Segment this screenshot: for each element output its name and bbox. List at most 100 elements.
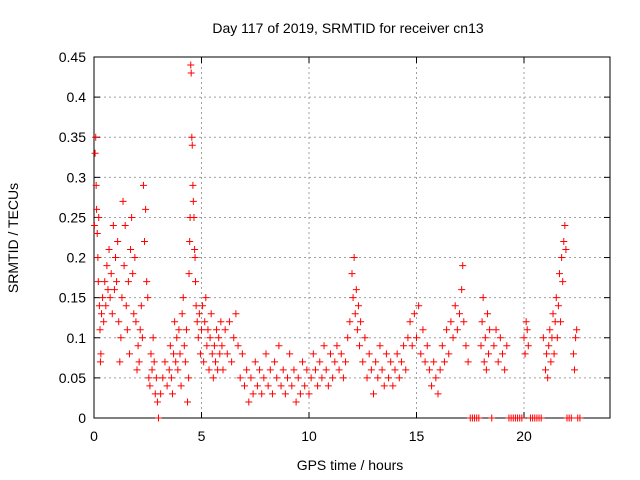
data-point: [195, 310, 203, 318]
data-point: [337, 350, 345, 358]
data-point: [561, 221, 569, 229]
data-point: [342, 358, 350, 366]
data-point: [423, 342, 431, 350]
data-point: [277, 382, 285, 390]
data-point: [408, 342, 416, 350]
data-point: [445, 350, 453, 358]
data-point: [264, 382, 272, 390]
data-point: [572, 334, 580, 342]
data-point: [557, 318, 565, 326]
data-point: [346, 318, 354, 326]
data-point: [314, 382, 322, 390]
data-point: [284, 374, 291, 382]
data-point: [449, 334, 457, 342]
data-point: [245, 398, 253, 406]
data-point: [380, 382, 388, 390]
data-point: [115, 318, 123, 326]
y-tick-label: 0.45: [59, 49, 86, 65]
data-point: [275, 342, 283, 350]
data-point: [296, 390, 304, 398]
data-point: [94, 278, 102, 286]
data-point: [477, 342, 485, 350]
data-point: [391, 366, 399, 374]
data-point: [221, 326, 229, 334]
data-point: [253, 382, 261, 390]
data-point: [331, 358, 339, 366]
data-point: [234, 342, 242, 350]
data-point: [301, 382, 309, 390]
data-point: [130, 310, 138, 318]
data-point: [127, 246, 135, 254]
data-point: [180, 342, 188, 350]
data-point: [268, 390, 276, 398]
data-point: [236, 374, 244, 382]
data-point: [520, 334, 528, 342]
data-point: [415, 302, 423, 310]
data-point: [333, 342, 341, 350]
data-point: [569, 350, 577, 358]
data-point: [113, 278, 121, 286]
data-point: [329, 374, 337, 382]
y-tick-label: 0.1: [67, 330, 87, 346]
data-point: [141, 238, 149, 246]
data-point: [560, 238, 568, 246]
data-point: [143, 278, 151, 286]
data-point: [121, 221, 129, 229]
data-point: [243, 366, 251, 374]
data-point: [228, 358, 236, 366]
data-point: [488, 414, 496, 422]
data-point: [299, 358, 307, 366]
data-point: [107, 270, 115, 278]
data-point: [238, 350, 246, 358]
data-point: [521, 350, 529, 358]
data-point: [128, 213, 136, 221]
data-point: [370, 390, 377, 398]
data-point: [503, 342, 511, 350]
data-point: [395, 374, 403, 382]
data-point: [349, 294, 357, 302]
data-point: [419, 326, 427, 334]
data-point: [207, 310, 215, 318]
data-point: [356, 342, 364, 350]
data-point: [462, 342, 470, 350]
data-point: [576, 414, 584, 422]
y-tick-label: 0.3: [67, 169, 87, 185]
data-point: [543, 350, 551, 358]
data-point: [133, 366, 141, 374]
data-point: [95, 213, 103, 221]
data-point: [363, 374, 371, 382]
data-point: [486, 326, 494, 334]
data-point: [149, 334, 157, 342]
data-point: [123, 326, 131, 334]
data-point: [483, 310, 491, 318]
x-axis-label: GPS time / hours: [297, 457, 404, 473]
data-point: [188, 133, 196, 141]
data-point: [554, 302, 562, 310]
data-point: [177, 382, 185, 390]
data-point: [281, 390, 289, 398]
data-point: [524, 342, 532, 350]
data-point: [210, 342, 218, 350]
data-point: [116, 358, 124, 366]
plot-area-frame: [93, 56, 611, 419]
data-point: [155, 414, 162, 422]
data-point: [318, 374, 326, 382]
data-point: [106, 294, 114, 302]
data-point: [100, 318, 108, 326]
data-point: [458, 286, 466, 294]
data-point: [494, 358, 502, 366]
data-point: [335, 366, 343, 374]
data-point: [175, 326, 183, 334]
data-point: [432, 374, 440, 382]
data-point: [187, 69, 195, 77]
data-point: [190, 213, 198, 221]
data-point: [357, 318, 365, 326]
data-point: [94, 254, 102, 262]
data-point: [552, 294, 560, 302]
data-point: [139, 181, 147, 189]
data-point: [425, 366, 433, 374]
data-point: [247, 374, 255, 382]
data-point: [191, 246, 199, 254]
data-point: [152, 374, 160, 382]
data-point: [138, 334, 146, 342]
